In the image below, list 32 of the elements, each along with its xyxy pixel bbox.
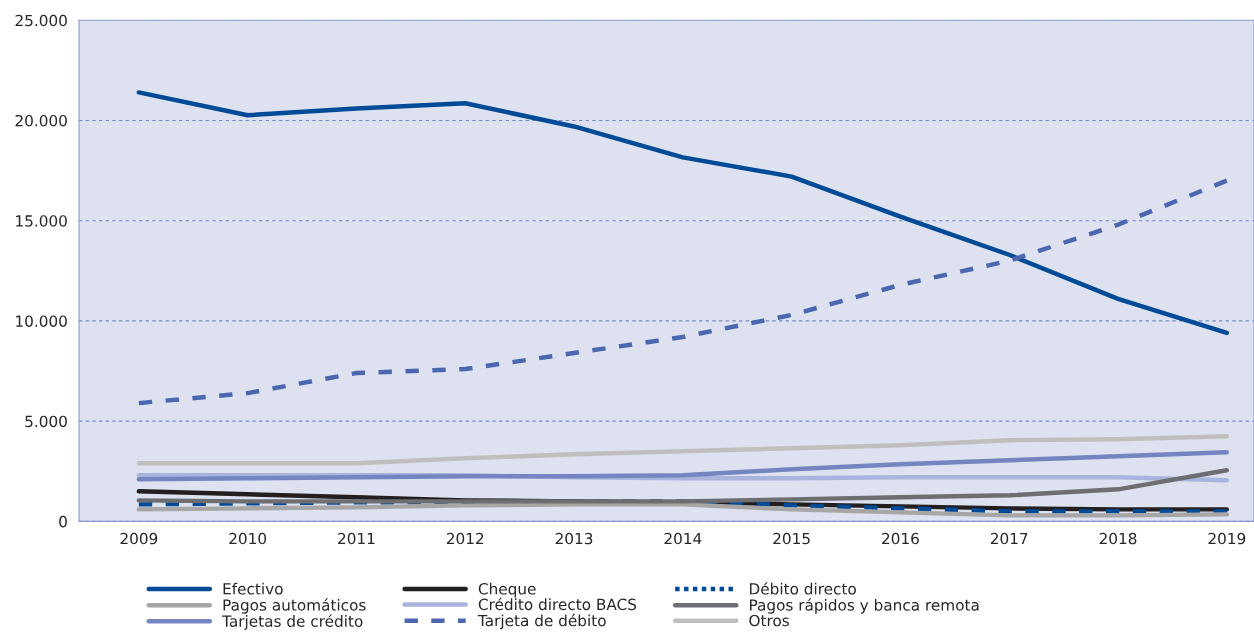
x-tick-label: 2014 bbox=[664, 532, 702, 545]
legend-label: Crédito directo BACS bbox=[478, 597, 637, 611]
x-tick-label: 2017 bbox=[990, 532, 1028, 545]
line-series bbox=[136, 450, 1230, 482]
x-tick-label: 2018 bbox=[1099, 532, 1137, 545]
y-tick-label: 15.000 bbox=[16, 215, 67, 227]
legend-label: Pagos rápidos y banca remota bbox=[749, 598, 979, 614]
line-series bbox=[136, 178, 1230, 406]
y-tick-label: 25.000 bbox=[15, 14, 67, 27]
x-tick-label: 2011 bbox=[338, 532, 375, 545]
legend-label: Otros bbox=[749, 614, 789, 627]
x-tick-label: 2019 bbox=[1208, 532, 1246, 545]
legend-label: Cheque bbox=[478, 582, 536, 598]
x-tick-label: 2015 bbox=[773, 532, 810, 545]
line-series bbox=[136, 90, 1230, 336]
legend-label: Pagos automáticos bbox=[223, 598, 366, 614]
x-tick-label: 2010 bbox=[229, 532, 267, 545]
x-tick-label: 2012 bbox=[446, 532, 484, 545]
x-tick-label: 2013 bbox=[555, 532, 593, 545]
y-tick-label: 0 bbox=[59, 515, 67, 528]
x-tick-label: 2016 bbox=[882, 532, 919, 545]
line-series bbox=[136, 433, 1230, 466]
y-tick-label: 5.000 bbox=[25, 415, 67, 428]
y-tick-label: 20.000 bbox=[15, 114, 67, 127]
legend-label: Efectivo bbox=[223, 582, 283, 595]
line-series bbox=[136, 468, 1230, 504]
legend-label: Tarjetas de crédito bbox=[222, 614, 363, 630]
line-series bbox=[136, 502, 1230, 518]
y-tick-label: 10.000 bbox=[16, 315, 67, 327]
x-tick-label: 2009 bbox=[120, 532, 158, 545]
legend-label: Débito directo bbox=[749, 582, 856, 595]
legend-label: Tarjeta de débito bbox=[477, 613, 606, 630]
